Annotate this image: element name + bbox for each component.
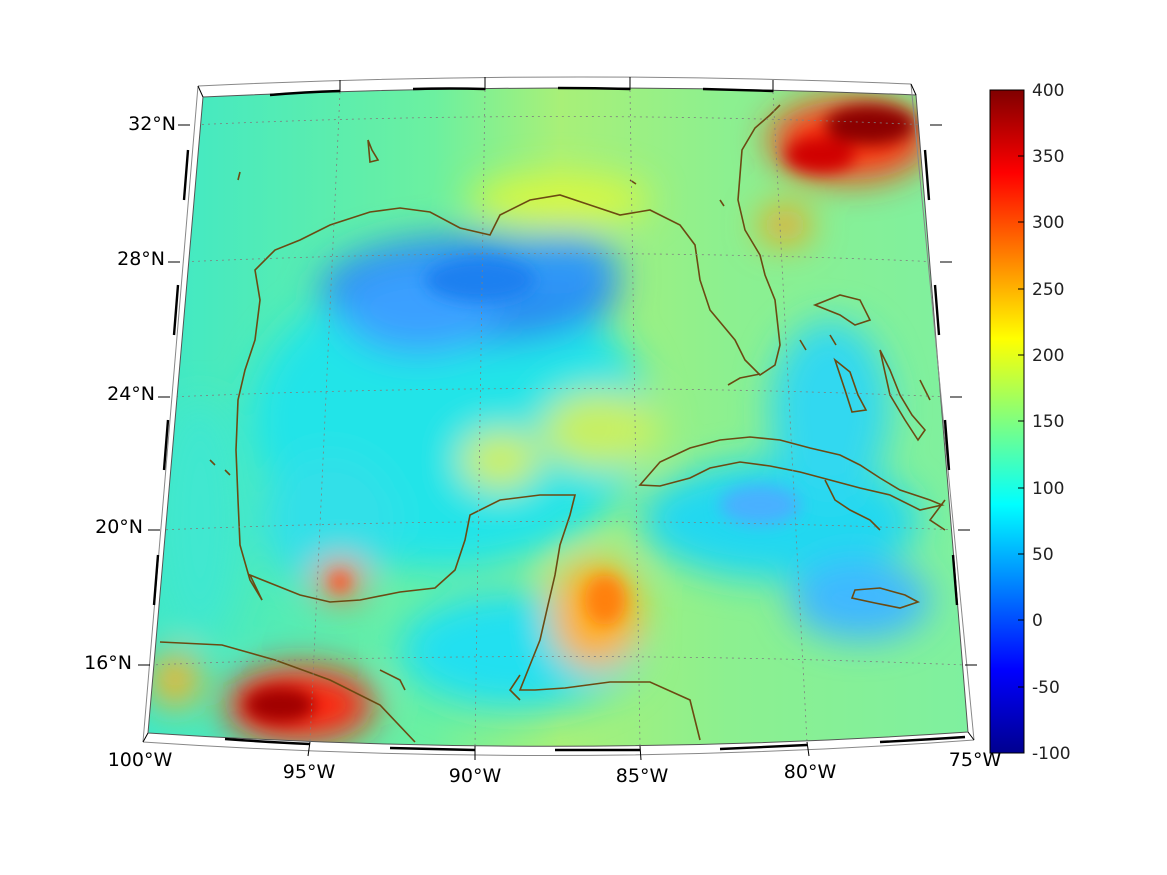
- colorbar: 400 350 300 250 200 150 100 50 0 -50 -10…: [989, 81, 1071, 764]
- colorbar-label-300: 300: [1032, 213, 1064, 233]
- colorbar-ticks: [1018, 155, 1024, 688]
- lon-label-85w: 85°W: [616, 765, 669, 787]
- colorbar-label-100: 100: [1032, 479, 1064, 499]
- coastlines: [159, 104, 946, 743]
- colorbar-label-50: 50: [1032, 545, 1054, 565]
- map-frame: [138, 76, 977, 761]
- lon-label-90w: 90°W: [449, 765, 502, 787]
- latitude-labels: 32°N 28°N 24°N 20°N 16°N: [84, 113, 176, 674]
- lon-label-95w: 95°W: [283, 761, 336, 783]
- lat-label-24n: 24°N: [107, 383, 155, 405]
- colorbar-label-400: 400: [1032, 81, 1064, 101]
- lat-label-28n: 28°N: [117, 248, 165, 270]
- lon-label-80w: 80°W: [784, 761, 837, 783]
- colorbar-label-neg100: -100: [1032, 744, 1071, 764]
- colorbar-label-neg50: -50: [1032, 678, 1060, 698]
- colorbar-label-150: 150: [1032, 412, 1064, 432]
- lat-label-20n: 20°N: [95, 516, 143, 538]
- lat-label-32n: 32°N: [128, 113, 176, 135]
- colorbar-label-350: 350: [1032, 147, 1064, 167]
- graticule: [149, 89, 966, 747]
- colorbar-label-0: 0: [1032, 611, 1043, 631]
- lat-label-16n: 16°N: [84, 652, 132, 674]
- longitude-labels: 100°W 95°W 90°W 85°W 80°W 75°W: [108, 749, 1002, 787]
- colorbar-label-200: 200: [1032, 346, 1064, 366]
- lon-label-100w: 100°W: [108, 749, 173, 771]
- colorbar-label-250: 250: [1032, 280, 1064, 300]
- colorbar-labels: 400 350 300 250 200 150 100 50 0 -50 -10…: [1032, 81, 1071, 764]
- lon-label-75w: 75°W: [949, 749, 1002, 771]
